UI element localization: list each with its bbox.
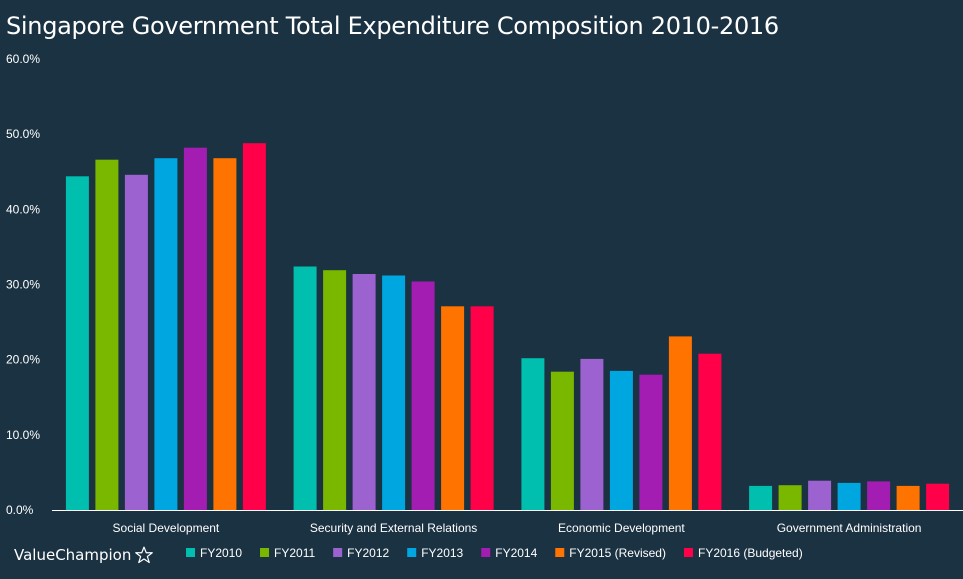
brand-logo: ValueChampion xyxy=(14,546,154,564)
bar xyxy=(382,275,406,510)
bar xyxy=(550,371,574,510)
legend-label: FY2012 xyxy=(347,546,389,560)
bar xyxy=(609,370,633,510)
legend-swatch xyxy=(555,548,565,557)
legend-swatch xyxy=(683,548,693,557)
bar xyxy=(778,485,802,510)
bar xyxy=(867,481,891,510)
bar xyxy=(65,176,89,511)
bar xyxy=(323,270,347,510)
legend-swatch xyxy=(407,548,417,557)
bar xyxy=(470,306,494,510)
x-tick-label: Government Administration xyxy=(777,521,922,535)
legend-swatch xyxy=(186,548,195,557)
bar xyxy=(668,336,692,510)
legend-label: FY2011 xyxy=(274,546,315,560)
chart-title: Singapore Government Total Expenditure C… xyxy=(6,12,779,40)
bar xyxy=(183,147,207,510)
y-axis: 0.0% 10.0% 20.0% 30.0% 40.0% 50.0% 60.0% xyxy=(6,52,40,517)
bar xyxy=(154,158,178,510)
legend-label: FY2010 xyxy=(200,546,242,560)
bar xyxy=(926,483,950,510)
x-tick-label: Social Development xyxy=(113,521,220,535)
star-icon xyxy=(135,546,154,564)
y-tick-label: 0.0% xyxy=(6,503,34,517)
legend-swatch xyxy=(481,548,491,557)
bar xyxy=(639,374,663,510)
legend-swatch xyxy=(260,548,270,557)
y-tick-label: 50.0% xyxy=(6,127,40,141)
bar xyxy=(411,281,435,510)
bar xyxy=(441,306,465,510)
bar xyxy=(749,485,773,510)
bar xyxy=(808,480,832,510)
bars xyxy=(65,143,950,511)
legend-label: FY2014 xyxy=(495,546,537,560)
bar xyxy=(521,358,545,510)
x-axis: Social Development Security and External … xyxy=(52,510,963,535)
bar xyxy=(124,174,148,511)
bar xyxy=(837,482,861,510)
y-tick-label: 20.0% xyxy=(6,353,40,367)
bar xyxy=(293,266,317,510)
y-tick-label: 10.0% xyxy=(6,428,40,442)
bar xyxy=(580,358,604,510)
legend-label: FY2013 xyxy=(421,546,463,560)
x-tick-label: Security and External Relations xyxy=(310,521,477,535)
legend-label: FY2015 (Revised) xyxy=(569,546,666,560)
bar xyxy=(352,274,376,510)
bar xyxy=(896,485,920,510)
brand-name: ValueChampion xyxy=(14,546,132,564)
y-tick-label: 60.0% xyxy=(6,52,40,66)
x-tick-label: Economic Development xyxy=(558,521,685,535)
y-tick-label: 30.0% xyxy=(6,278,40,292)
bar xyxy=(213,158,237,510)
legend: FY2010 FY2011 FY2012 FY2013 FY2014 FY2015 (Re… xyxy=(186,546,803,560)
bar xyxy=(242,143,266,510)
legend-swatch xyxy=(333,548,343,557)
y-tick-label: 40.0% xyxy=(6,202,40,216)
bar xyxy=(698,353,722,510)
legend-label: FY2016 (Budgeted) xyxy=(698,546,803,560)
bar xyxy=(95,159,119,510)
